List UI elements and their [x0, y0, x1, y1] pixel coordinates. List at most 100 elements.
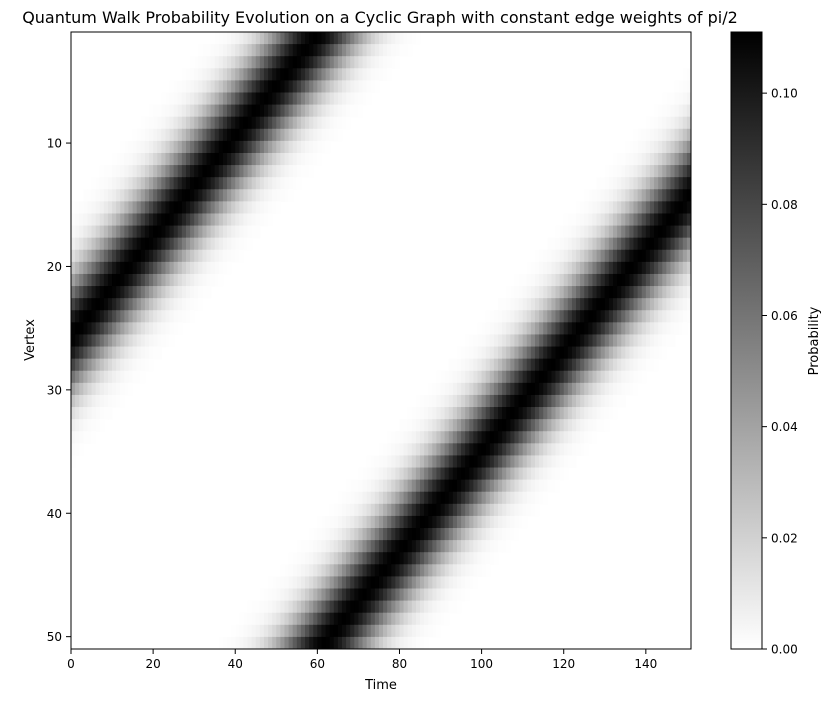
heatmap-cell: [465, 346, 470, 360]
heatmap-cell: [612, 261, 618, 275]
heatmap-cell: [399, 588, 405, 602]
heatmap-cell: [255, 165, 261, 178]
heatmap-cell: [510, 479, 516, 493]
heatmap-cell: [95, 261, 101, 275]
heatmap-cell: [366, 80, 372, 94]
heatmap-cell: [181, 249, 187, 263]
heatmap-cell: [465, 588, 470, 602]
heatmap-cell: [452, 431, 458, 444]
heatmap-cell: [498, 346, 503, 360]
heatmap-cell: [403, 600, 409, 614]
heatmap-cell: [383, 56, 388, 69]
heatmap-cell: [206, 128, 212, 142]
heatmap-cell: [452, 358, 458, 372]
heatmap-cell: [485, 515, 491, 529]
heatmap-cell: [588, 310, 594, 323]
heatmap-cell: [268, 201, 273, 215]
heatmap-cell: [350, 564, 355, 578]
heatmap-cell: [424, 515, 429, 529]
heatmap-cell: [107, 273, 113, 287]
heatmap-cell: [149, 104, 154, 118]
heatmap-cell: [526, 394, 532, 408]
heatmap-cell: [493, 394, 499, 408]
heatmap-cell: [374, 612, 380, 626]
heatmap-cell: [448, 552, 454, 565]
heatmap-cell: [165, 201, 171, 215]
heatmap-cell: [366, 600, 372, 614]
heatmap-cell: [588, 382, 594, 396]
heatmap-cell: [247, 237, 253, 251]
heatmap-cell: [157, 346, 162, 360]
heatmap-cell: [231, 140, 236, 154]
heatmap-cell: [592, 431, 598, 444]
heatmap-cell: [112, 286, 117, 299]
heatmap-cell: [288, 44, 294, 57]
heatmap-cell: [576, 431, 581, 444]
heatmap-cell: [198, 177, 203, 190]
heatmap-cell: [440, 564, 446, 578]
heatmap-cell: [506, 467, 511, 481]
heatmap-cell: [469, 576, 474, 590]
heatmap-cell: [222, 225, 228, 239]
heatmap-cell: [645, 249, 651, 263]
heatmap-cell: [75, 261, 80, 275]
heatmap-cell: [370, 80, 376, 94]
heatmap-cell: [461, 443, 466, 457]
heatmap-cell: [337, 44, 343, 57]
heatmap-cell: [563, 455, 569, 469]
heatmap-cell: [79, 407, 84, 420]
heatmap-cell: [555, 237, 561, 251]
heatmap-cell: [633, 152, 639, 166]
heatmap-cell: [206, 80, 212, 94]
heatmap-cell: [185, 152, 191, 166]
heatmap-cell: [649, 273, 655, 287]
heatmap-cell: [181, 310, 187, 323]
heatmap-cell: [255, 32, 261, 45]
heatmap-cell: [173, 249, 179, 263]
heatmap-cell: [510, 419, 516, 432]
heatmap-cell: [576, 334, 581, 348]
heatmap-cell: [218, 237, 224, 251]
heatmap-cell: [399, 540, 405, 553]
heatmap-cell: [641, 334, 647, 348]
heatmap-cell: [75, 322, 80, 336]
heatmap-cell: [239, 177, 245, 190]
heatmap-cell: [350, 624, 355, 638]
heatmap-cell: [300, 624, 306, 638]
heatmap-cell: [514, 443, 520, 457]
heatmap-cell: [136, 128, 142, 142]
heatmap-cell: [280, 612, 286, 626]
heatmap-cell: [645, 358, 651, 372]
heatmap-cell: [354, 588, 360, 602]
heatmap-cell: [354, 491, 360, 505]
heatmap-cell: [124, 140, 130, 154]
heatmap-cell: [181, 261, 187, 275]
heatmap-cell: [91, 419, 97, 432]
heatmap-cell: [563, 237, 569, 251]
heatmap-cell: [99, 419, 105, 432]
heatmap-cell: [317, 528, 323, 541]
heatmap-cell: [559, 407, 565, 420]
heatmap-cell: [571, 310, 577, 323]
heatmap-cell: [617, 286, 622, 299]
heatmap-cell: [354, 479, 360, 493]
heatmap-cell: [608, 286, 614, 299]
heatmap-cell: [514, 467, 520, 481]
heatmap-cell: [662, 225, 667, 239]
heatmap-cell: [432, 443, 438, 457]
heatmap-cell: [243, 44, 249, 57]
heatmap-cell: [173, 225, 179, 239]
heatmap-cell: [268, 177, 273, 190]
heatmap-cell: [547, 467, 552, 481]
heatmap-cell: [596, 225, 602, 239]
heatmap-cell: [682, 177, 688, 190]
heatmap-cell: [383, 44, 388, 57]
heatmap-cell: [489, 382, 495, 396]
heatmap-cell: [608, 322, 614, 336]
heatmap-cell: [185, 68, 191, 81]
heatmap-cell: [177, 298, 183, 311]
heatmap-cell: [169, 80, 175, 94]
heatmap-cell: [428, 382, 433, 396]
heatmap-cell: [621, 152, 626, 166]
heatmap-cell: [206, 213, 212, 227]
